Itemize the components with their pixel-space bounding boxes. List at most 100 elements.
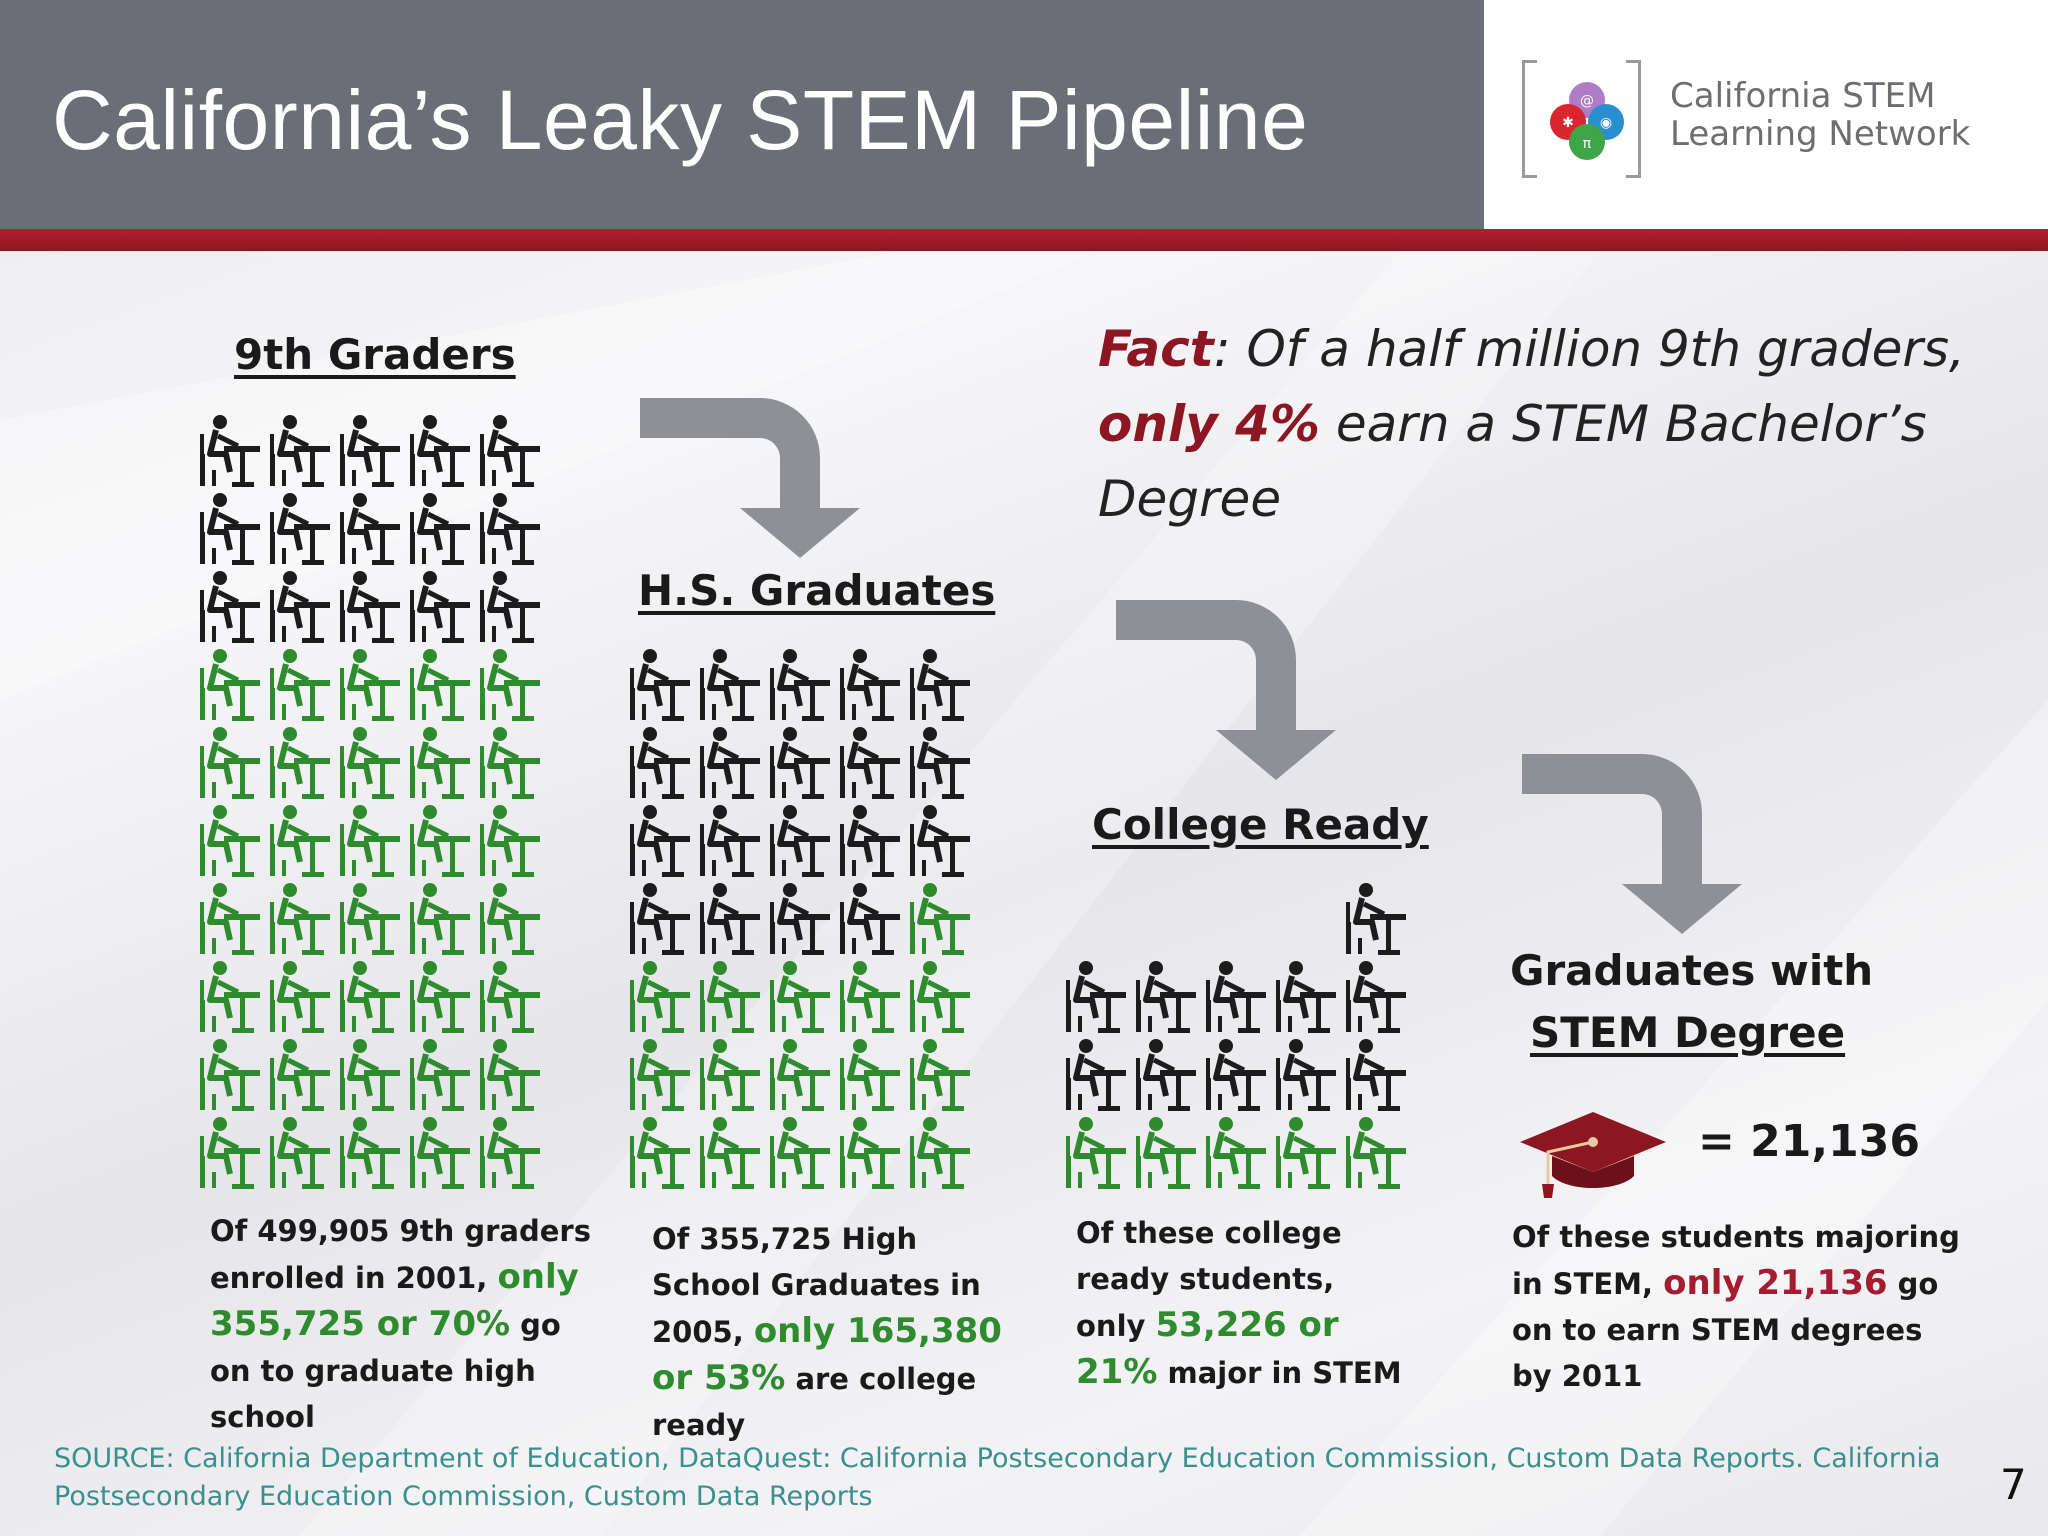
caption-text: Of 499,905 9th graders enrolled in 2001, <box>210 1214 591 1295</box>
student-icon-green <box>266 802 332 880</box>
student-icon-green <box>196 958 262 1036</box>
student-icon-green <box>266 880 332 958</box>
stem-network-logo-icon: @ ✱ ◉ π <box>1550 82 1624 160</box>
student-icon-green <box>406 724 472 802</box>
caption-text: Of these college ready students, only <box>1076 1216 1342 1343</box>
student-icon-dark <box>766 880 832 958</box>
student-icon-dark <box>696 802 762 880</box>
page-number: 7 <box>2000 1460 2027 1509</box>
student-icon-dark <box>696 724 762 802</box>
svg-text:π: π <box>1583 136 1592 152</box>
empty-slot <box>1272 880 1338 958</box>
student-icon-green <box>266 958 332 1036</box>
caption-highlight: 53,226 or 21% <box>1076 1305 1339 1392</box>
student-icon-green <box>626 1036 692 1114</box>
student-icon-green <box>1062 1114 1128 1192</box>
student-icon-dark <box>626 880 692 958</box>
icon-grid-hs-graduates <box>626 646 972 1192</box>
student-icon-dark <box>1062 1036 1128 1114</box>
caption-text: go on to graduate high school <box>210 1308 561 1434</box>
student-icon-dark <box>336 412 402 490</box>
student-icon-dark <box>196 412 262 490</box>
student-icon-green <box>406 1114 472 1192</box>
student-icon-dark <box>906 802 972 880</box>
logo-text-line2: Learning Network <box>1670 114 1971 154</box>
student-icon-dark <box>406 412 472 490</box>
student-icon-dark <box>766 802 832 880</box>
student-icon-dark <box>1132 958 1198 1036</box>
student-icon-green <box>336 880 402 958</box>
icon-grid-college-ready <box>1062 880 1408 1192</box>
student-icon-dark <box>836 880 902 958</box>
student-icon-green <box>406 958 472 1036</box>
fact-text-2: earn a STEM Bachelor’s Degree <box>1098 395 1927 528</box>
student-icon-green <box>626 1114 692 1192</box>
caption-text: major in STEM <box>1157 1356 1402 1390</box>
student-icon-green <box>476 1036 542 1114</box>
student-icon-green <box>696 1114 762 1192</box>
student-icon-dark <box>1132 1036 1198 1114</box>
student-icon-dark <box>626 724 692 802</box>
logo-text-line1: California STEM <box>1670 76 1936 116</box>
fact-text-1: : Of a half million 9th graders, <box>1213 320 1965 378</box>
student-icon-dark <box>696 880 762 958</box>
slide-title: California’s Leaky STEM Pipeline <box>52 73 1309 167</box>
fact-label: Fact <box>1098 320 1214 378</box>
student-icon-green <box>626 958 692 1036</box>
student-icon-green <box>196 1114 262 1192</box>
student-icon-dark <box>266 568 332 646</box>
caption-highlight: only 21,136 <box>1663 1263 1888 1303</box>
student-icon-green <box>836 1036 902 1114</box>
student-icon-green <box>336 646 402 724</box>
caption-text: go on to earn STEM degrees by 2011 <box>1512 1267 1939 1393</box>
pipeline-arrow-3-icon <box>1522 754 1742 934</box>
icon-grid-9th-graders <box>196 412 542 1192</box>
heading-9th-graders: 9th Graders <box>234 330 516 379</box>
logo-bracket-left <box>1522 60 1537 178</box>
caption-hs-graduates: Of 355,725 High School Graduates in 2005… <box>652 1216 1022 1448</box>
student-icon-dark <box>836 646 902 724</box>
student-icon-green <box>406 802 472 880</box>
student-icon-dark <box>906 724 972 802</box>
student-icon-dark <box>766 724 832 802</box>
student-icon-dark <box>1272 1036 1338 1114</box>
student-icon-dark <box>336 490 402 568</box>
heading-hs-graduates: H.S. Graduates <box>638 566 996 615</box>
student-icon-dark <box>696 646 762 724</box>
student-icon-green <box>906 1036 972 1114</box>
pipeline-arrow-2-icon <box>1116 600 1336 780</box>
student-icon-green <box>696 1036 762 1114</box>
student-icon-dark <box>1342 880 1408 958</box>
student-icon-dark <box>476 490 542 568</box>
student-icon-green <box>336 1114 402 1192</box>
student-icon-green <box>476 1114 542 1192</box>
student-icon-dark <box>336 568 402 646</box>
empty-slot <box>1132 880 1198 958</box>
student-icon-dark <box>906 646 972 724</box>
student-icon-green <box>196 724 262 802</box>
caption-text: Of 355,725 High School Graduates in 2005… <box>652 1222 981 1349</box>
student-icon-dark <box>476 568 542 646</box>
student-icon-green <box>476 646 542 724</box>
student-icon-dark <box>626 646 692 724</box>
student-icon-dark <box>266 412 332 490</box>
svg-text:@: @ <box>1580 93 1594 109</box>
student-icon-green <box>1132 1114 1198 1192</box>
logo-bracket-right <box>1626 60 1641 178</box>
heading-college-ready: College Ready <box>1092 800 1429 849</box>
student-icon-dark <box>766 646 832 724</box>
source-note: SOURCE: California Department of Educati… <box>54 1443 1941 1512</box>
red-divider <box>0 229 2048 251</box>
student-icon-green <box>476 958 542 1036</box>
student-icon-green <box>266 1114 332 1192</box>
student-icon-green <box>766 1036 832 1114</box>
student-icon-dark <box>476 412 542 490</box>
svg-text:◉: ◉ <box>1600 115 1612 131</box>
student-icon-green <box>836 1114 902 1192</box>
legend-value: = 21,136 <box>1698 1116 1920 1167</box>
caption-text: Of these students majoring in STEM, <box>1512 1220 1960 1301</box>
student-icon-green <box>196 880 262 958</box>
student-icon-dark <box>196 568 262 646</box>
caption-highlight: only 165,380 or 53% <box>652 1311 1002 1398</box>
student-icon-green <box>406 1036 472 1114</box>
